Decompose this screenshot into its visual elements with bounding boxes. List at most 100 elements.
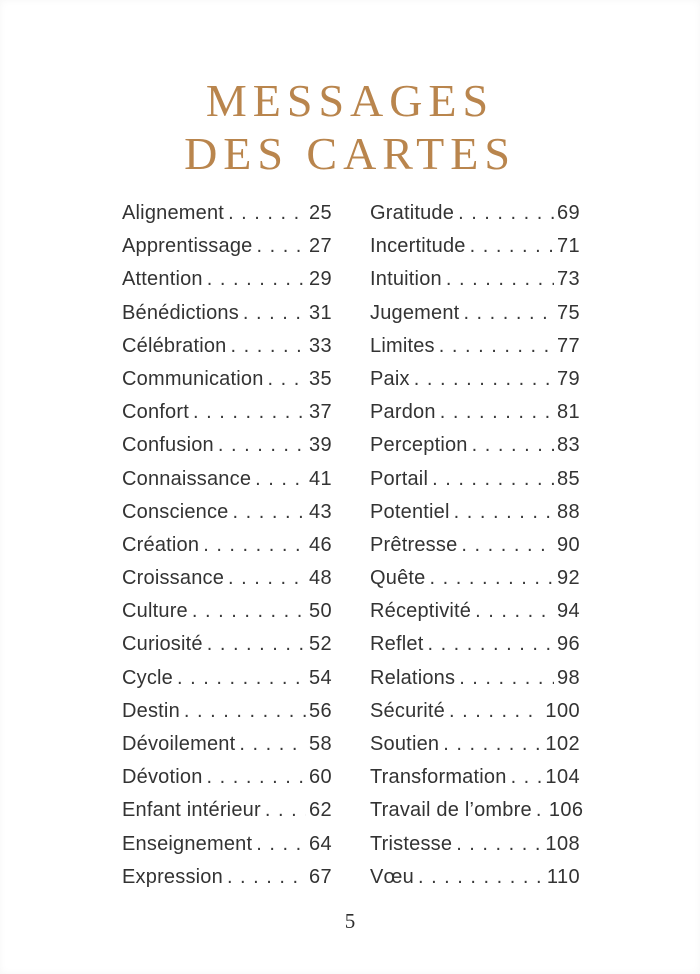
toc-entry: Perception 83: [370, 434, 580, 467]
toc-entry-page: 98: [556, 666, 580, 689]
toc-entry-label: Potentiel: [370, 500, 450, 523]
toc-entry-page: 77: [556, 334, 580, 357]
dot-leader: [207, 633, 306, 656]
dot-leader: [446, 268, 554, 291]
toc-entry-page: 94: [556, 600, 580, 623]
toc-entry-page: 67: [308, 865, 332, 888]
dot-leader: [233, 501, 306, 524]
toc-entry: Jugement 75: [370, 302, 580, 335]
dot-leader: [440, 401, 554, 424]
toc-entry-page: 102: [545, 733, 580, 755]
toc-entry: Prêtresse 90: [370, 534, 580, 567]
toc-entry: Enseignement 64: [122, 833, 332, 866]
page-title: MESSAGES DES CARTES: [0, 74, 700, 180]
toc-entry-page: 104: [545, 766, 580, 789]
toc-entry: Intuition 73: [370, 268, 580, 301]
dot-leader: [268, 368, 306, 391]
dot-leader: [439, 335, 554, 358]
toc-entry: Culture 50: [122, 600, 332, 633]
toc-entry-label: Intuition: [370, 268, 442, 291]
toc-entry-page: 39: [308, 434, 332, 457]
toc-entry: Cycle 54: [122, 667, 332, 700]
dot-leader: [414, 368, 554, 391]
toc: Alignement 25 Apprentissage 27 Attention 29 Bé…: [122, 202, 583, 899]
toc-entry-page: 62: [308, 799, 332, 822]
toc-entry: Travail de l’ombre 106: [370, 799, 583, 832]
toc-entry-page: 33: [308, 334, 332, 357]
toc-entry: Quête 92: [370, 567, 580, 600]
toc-entry: Portail 85: [370, 468, 580, 501]
toc-entry-label: Alignement: [122, 202, 225, 224]
dot-leader: [463, 302, 554, 325]
dot-leader: [256, 235, 305, 258]
toc-entry-label: Limites: [370, 334, 435, 357]
toc-entry-page: 71: [556, 235, 580, 258]
toc-entry-label: Gratitude: [370, 202, 455, 224]
dot-leader: [256, 833, 306, 856]
toc-entry-label: Soutien: [370, 733, 440, 755]
toc-entry-label: Pardon: [370, 401, 436, 424]
toc-entry-page: 50: [308, 600, 332, 623]
toc-entry: Croissance 48: [122, 567, 332, 600]
toc-entry: Pardon 81: [370, 401, 580, 434]
toc-entry-label: Conscience: [122, 500, 229, 523]
dot-leader: [227, 866, 306, 889]
toc-entry-label: Prêtresse: [370, 533, 458, 556]
toc-entry: Incertitude 71: [370, 235, 580, 268]
toc-entry-page: 41: [308, 467, 332, 490]
toc-entry: Reflet 96: [370, 633, 580, 666]
toc-entry: Soutien 102: [370, 733, 580, 766]
toc-column-left: Alignement 25 Apprentissage 27 Attention 29 Bé…: [122, 202, 332, 899]
toc-entry-label: Croissance: [122, 567, 225, 590]
toc-entry: Conscience 43: [122, 501, 332, 534]
toc-entry: Paix 79: [370, 368, 580, 401]
toc-entry-label: Confort: [122, 401, 189, 424]
dot-leader: [177, 667, 306, 690]
dot-leader: [243, 302, 306, 325]
toc-entry: Enfant intérieur 62: [122, 799, 332, 832]
dot-leader: [218, 434, 306, 457]
toc-entry-label: Tristesse: [370, 832, 453, 855]
dot-leader: [193, 401, 306, 424]
dot-leader: [427, 633, 554, 656]
toc-entry-label: Attention: [122, 268, 203, 291]
toc-entry-label: Transformation: [370, 766, 507, 789]
dot-leader: [228, 202, 306, 225]
toc-entry-page: 43: [308, 500, 332, 523]
toc-entry: Relations 98: [370, 667, 580, 700]
dot-leader: [536, 799, 546, 822]
toc-entry-label: Perception: [370, 434, 468, 457]
dot-leader: [203, 534, 306, 557]
toc-entry-label: Vœu: [370, 865, 414, 888]
dot-leader: [449, 700, 542, 723]
dot-leader: [432, 468, 554, 491]
toc-entry: Dévoilement 58: [122, 733, 332, 766]
toc-entry-page: 64: [308, 832, 332, 855]
dot-leader: [231, 335, 306, 358]
page-title-line1: MESSAGES: [205, 75, 495, 126]
toc-entry-label: Culture: [122, 600, 188, 623]
toc-entry-label: Portail: [370, 467, 429, 490]
toc-entry: Curiosité 52: [122, 633, 332, 666]
toc-entry: Potentiel 88: [370, 501, 580, 534]
toc-entry: Alignement 25: [122, 202, 332, 235]
toc-entry-label: Enfant intérieur: [122, 799, 261, 822]
dot-leader: [265, 799, 306, 822]
toc-entry: Tristesse 108: [370, 833, 580, 866]
toc-entry-label: Dévoilement: [122, 733, 236, 755]
toc-entry-page: 110: [546, 865, 580, 888]
toc-entry: Sécurité 100: [370, 700, 580, 733]
toc-entry-label: Enseignement: [122, 832, 253, 855]
dot-leader: [454, 501, 554, 524]
toc-entry-page: 37: [308, 401, 332, 424]
toc-entry-page: 46: [308, 533, 332, 556]
toc-entry: Vœu 110: [370, 866, 580, 899]
toc-entry-page: 79: [556, 367, 580, 390]
toc-entry-page: 27: [308, 235, 332, 258]
toc-entry-label: Destin: [122, 699, 180, 722]
toc-entry-label: Reflet: [370, 633, 424, 656]
toc-entry-label: Curiosité: [122, 633, 203, 656]
toc-entry-page: 106: [548, 799, 584, 822]
toc-entry: Destin 56: [122, 700, 332, 733]
